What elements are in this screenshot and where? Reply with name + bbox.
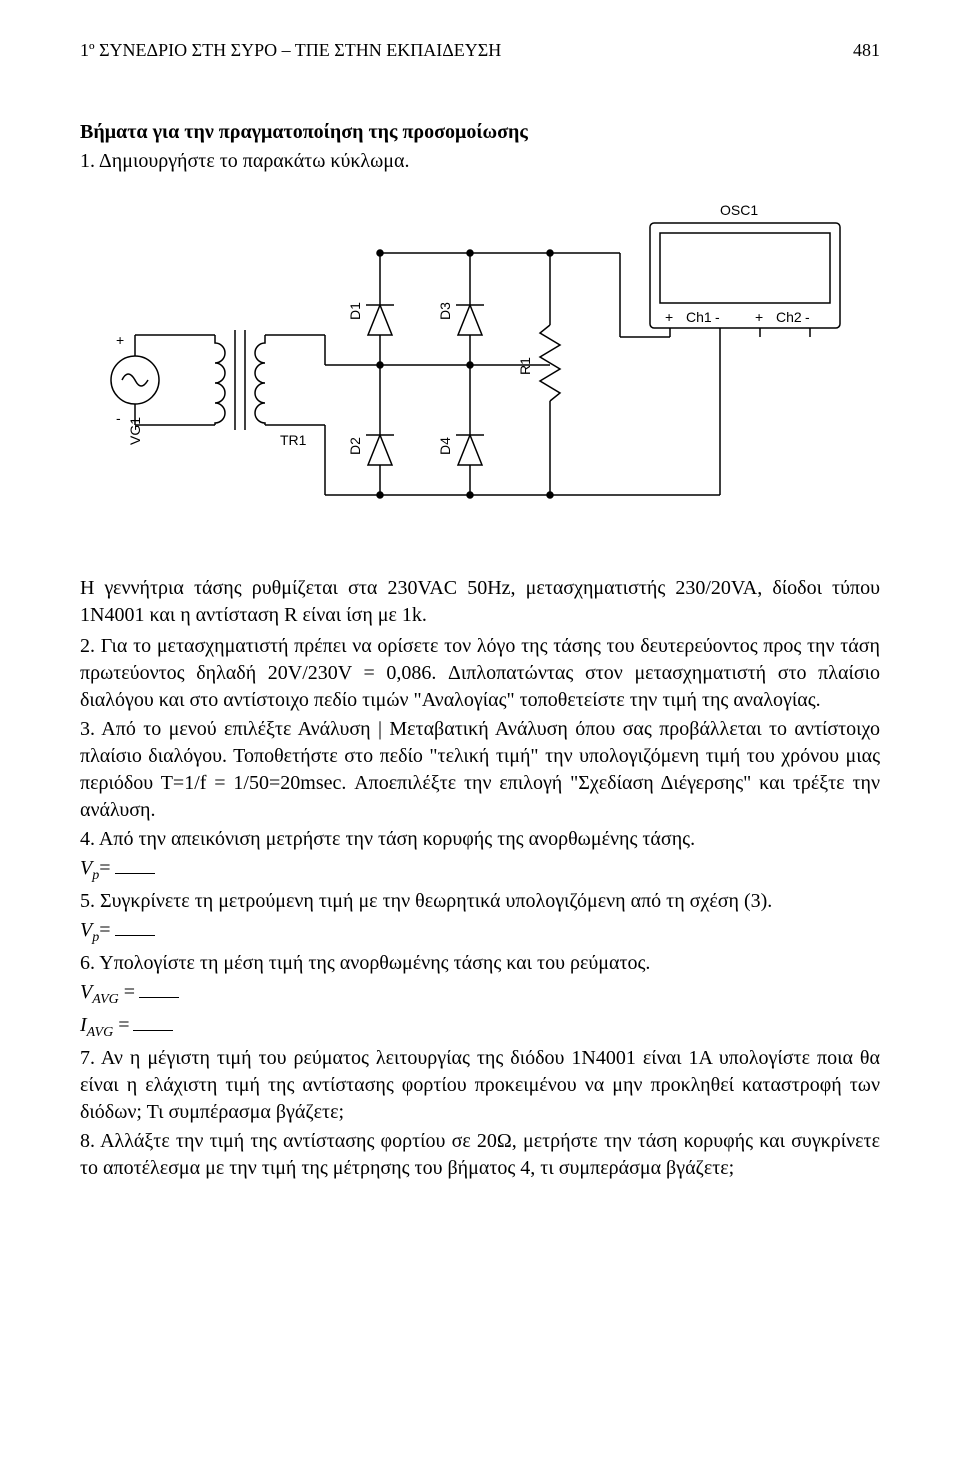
osc-label: OSC1: [720, 202, 758, 218]
vg1-label: VG1: [127, 417, 143, 445]
step-1: 1. Δημιουργήστε το παρακάτω κύκλωμα.: [80, 148, 880, 175]
vavg-sub: AVG: [92, 992, 119, 1007]
ch1-label: Ch1: [686, 309, 712, 325]
svg-text:+: +: [116, 332, 124, 348]
d3-label: D3: [437, 302, 453, 320]
vavg-line: VAVG =: [80, 979, 880, 1010]
step-3: 3. Από το μενού επιλέξτε Ανάλυση | Μεταβ…: [80, 716, 880, 824]
page: 1º ΣΥΝΕΔΡΙΟ ΣΤΗ ΣΥΡΟ – ΤΠΕ ΣΤΗΝ ΕΚΠΑΙΔΕΥ…: [0, 0, 960, 1224]
d4-label: D4: [437, 437, 453, 455]
vp-line-2: Vp=: [80, 917, 880, 948]
d1-label: D1: [347, 302, 363, 320]
vavg-sym: V: [80, 981, 92, 1003]
svg-text:-: -: [116, 410, 121, 426]
iavg-sub: AVG: [87, 1025, 114, 1040]
vp2-eq: =: [99, 919, 110, 941]
vp1-eq: =: [99, 857, 110, 879]
step-8: 8. Αλλάξτε την τιμή της αντίστασης φορτί…: [80, 1128, 880, 1182]
section-title: Βήματα για την πραγματοποίηση της προσομ…: [80, 121, 880, 144]
blank: [115, 922, 155, 936]
intro-paragraph: Η γεννήτρια τάσης ρυθμίζεται στα 230VAC …: [80, 575, 880, 629]
iavg-sym: I: [80, 1014, 87, 1036]
svg-text:+: +: [755, 309, 763, 325]
svg-text:-: -: [715, 309, 720, 325]
running-header: 1º ΣΥΝΕΔΡΙΟ ΣΤΗ ΣΥΡΟ – ΤΠΕ ΣΤΗΝ ΕΚΠΑΙΔΕΥ…: [80, 40, 880, 61]
step-5: 5. Συγκρίνετε τη μετρούμενη τιμή με την …: [80, 888, 880, 915]
header-page-number: 481: [853, 40, 880, 61]
vp1-sym: V: [80, 857, 92, 879]
svg-text:-: -: [805, 309, 810, 325]
svg-text:+: +: [665, 309, 673, 325]
vavg-eq: =: [119, 981, 135, 1003]
iavg-line: IAVG =: [80, 1012, 880, 1043]
d2-label: D2: [347, 437, 363, 455]
blank: [133, 1017, 173, 1031]
vp2-sym: V: [80, 919, 92, 941]
r1-label: R1: [517, 357, 533, 375]
step-4: 4. Από την απεικόνιση μετρήστε την τάση …: [80, 826, 880, 853]
vp-line-1: Vp=: [80, 855, 880, 886]
circuit-svg: OSC1 Ch1 Ch2 + - + -: [80, 195, 880, 535]
step-7: 7. Αν η μέγιστη τιμή του ρεύματος λειτου…: [80, 1045, 880, 1126]
header-left: 1º ΣΥΝΕΔΡΙΟ ΣΤΗ ΣΥΡΟ – ΤΠΕ ΣΤΗΝ ΕΚΠΑΙΔΕΥ…: [80, 40, 501, 61]
step-2: 2. Για το μετασχηματιστή πρέπει να ορίσε…: [80, 633, 880, 714]
blank: [139, 984, 179, 998]
ch2-label: Ch2: [776, 309, 802, 325]
iavg-eq: =: [113, 1014, 129, 1036]
circuit-diagram: OSC1 Ch1 Ch2 + - + -: [80, 195, 880, 535]
step-6: 6. Υπολογίστε τη μέση τιμή της ανορθωμέν…: [80, 950, 880, 977]
blank: [115, 860, 155, 874]
tr1-label: TR1: [280, 432, 307, 448]
